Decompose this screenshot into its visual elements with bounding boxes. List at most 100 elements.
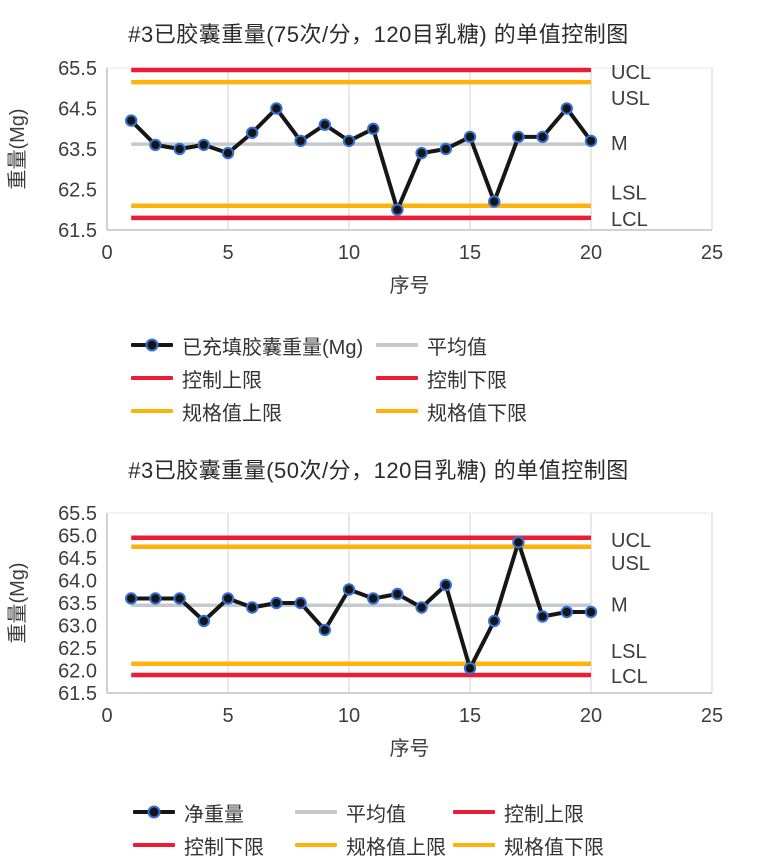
legend-label: 控制下限 (184, 836, 264, 859)
ref-line-label-UCL: UCL (611, 530, 651, 552)
legend-label: 平均值 (346, 803, 406, 826)
data-point-marker (391, 203, 404, 217)
data-point-marker (584, 605, 598, 619)
data-point-marker (294, 134, 307, 148)
legend-label: 平均值 (427, 336, 487, 359)
data-point-marker (415, 146, 428, 160)
legend-item-5: 规格值下限 (376, 400, 606, 425)
x-tick-label: 0 (101, 242, 112, 264)
data-point-marker (173, 592, 186, 605)
legend-item-1: 平均值 (295, 801, 453, 826)
x-tick-label: 15 (459, 705, 481, 727)
ref-line-label-USL: USL (611, 88, 650, 110)
x-axis-title: 序号 (390, 274, 430, 297)
chart-1-individuals-control-chart: 65.5 64.5 63.5 62.5 61.50 5 10 15 20 25 UCL USL M LSL… (6, 58, 723, 297)
ref-line-label-LSL: LSL (611, 183, 647, 205)
x-tick-label: 0 (101, 705, 112, 727)
data-point-marker (246, 126, 259, 140)
data-point-marker (512, 130, 525, 144)
x-tick-label: 15 (459, 242, 481, 264)
data-point-marker (149, 138, 162, 152)
x-tick-label: 20 (580, 705, 602, 727)
legend-item-3: 控制下限 (133, 834, 295, 859)
data-point-marker (488, 195, 501, 208)
chart-2-legend: 净重量 平均值 控制上限控制下限 规格值上限 规格值下限 (133, 801, 638, 859)
y-tick-label: 64.5 (58, 548, 97, 570)
legend-item-3: 控制下限 (376, 367, 606, 392)
legend-line-swatch (453, 843, 495, 847)
legend-line-swatch (133, 843, 175, 847)
legend-line-swatch (376, 409, 418, 413)
y-tick-label: 63.5 (58, 139, 97, 161)
legend-label: 规格值上限 (346, 836, 446, 859)
data-point-marker (488, 614, 501, 628)
legend-label: 控制下限 (427, 369, 507, 392)
legend-label: 规格值上限 (182, 402, 282, 425)
ref-line-label-LCL: LCL (611, 209, 648, 231)
data-point-marker (512, 536, 525, 549)
data-point-marker (560, 605, 573, 619)
legend-item-4: 规格值上限 (131, 400, 376, 425)
data-point-marker (197, 138, 211, 152)
y-tick-label: 62.0 (58, 661, 97, 683)
data-point-marker (367, 122, 380, 136)
ref-line-label-UCL: UCL (611, 62, 651, 84)
data-point-marker (560, 102, 573, 115)
data-point-marker (536, 610, 549, 623)
y-tick-label: 62.5 (58, 638, 97, 660)
chart-2-individuals-control-chart: 65.565.064.564.063.563.062.562.061.50 5 10… (6, 503, 723, 760)
data-point-marker (294, 596, 307, 610)
legend-line-swatch (376, 376, 418, 380)
legend-line-marker-swatch (131, 338, 173, 352)
x-tick-label: 25 (701, 242, 723, 264)
ref-line-label-USL: USL (611, 553, 650, 575)
data-point-marker (270, 102, 283, 115)
y-tick-label: 62.5 (58, 180, 97, 202)
legend-marker-dot (145, 338, 159, 352)
data-point-marker (342, 583, 356, 596)
chart-2-title: #3已胶囊重量(50次/分，120目乳糖) 的单值控制图 (128, 458, 629, 483)
legend-marker-dot (147, 805, 161, 819)
ref-line-label-LSL: LSL (611, 641, 647, 663)
y-tick-label: 64.0 (58, 571, 97, 593)
x-tick-label: 10 (338, 705, 360, 727)
data-point-marker (463, 662, 477, 675)
legend-line-swatch (295, 843, 337, 847)
data-point-marker (149, 592, 162, 605)
y-tick-label: 64.5 (58, 99, 97, 121)
legend-item-2: 控制上限 (131, 367, 376, 392)
legend-item-4: 规格值上限 (295, 834, 453, 859)
data-point-marker (463, 130, 477, 144)
y-tick-label: 61.5 (58, 683, 97, 705)
x-tick-label: 5 (222, 705, 233, 727)
legend-label: 控制上限 (504, 803, 584, 826)
legend-label: 规格值下限 (504, 836, 604, 859)
ref-line-label-M: M (611, 133, 628, 155)
data-point-marker (415, 601, 428, 614)
legend-label: 净重量 (184, 803, 244, 826)
series-line (129, 106, 593, 212)
chart-1-legend: 已充填胶囊重量(Mg) 平均值 控制上限 控制下限 规格值上限 规格值下限 (131, 334, 606, 425)
data-point-marker (125, 114, 138, 127)
legend-label: 规格值下限 (427, 402, 527, 425)
x-tick-label: 25 (701, 705, 723, 727)
legend-item-0: 净重量 (133, 801, 295, 826)
legend-line-swatch (453, 810, 495, 814)
y-axis-title: 重量(Mg) (6, 562, 29, 643)
data-point-marker (439, 578, 452, 592)
legend-item-1: 平均值 (376, 334, 606, 359)
legend-line-marker-swatch (133, 805, 175, 819)
data-point-marker (173, 142, 186, 156)
x-tick-label: 20 (580, 242, 602, 264)
y-tick-label: 65.5 (58, 58, 97, 80)
y-tick-label: 63.5 (58, 593, 97, 615)
legend-line-swatch (131, 376, 173, 380)
y-tick-label: 65.5 (58, 503, 97, 525)
data-point-marker (221, 592, 235, 605)
legend-label: 控制上限 (182, 369, 262, 392)
legend-line-swatch (376, 343, 418, 347)
legend-item-2: 控制上限 (453, 801, 638, 826)
y-tick-label: 61.5 (58, 220, 97, 242)
data-point-marker (439, 142, 452, 156)
ref-line-label-M: M (611, 594, 628, 616)
